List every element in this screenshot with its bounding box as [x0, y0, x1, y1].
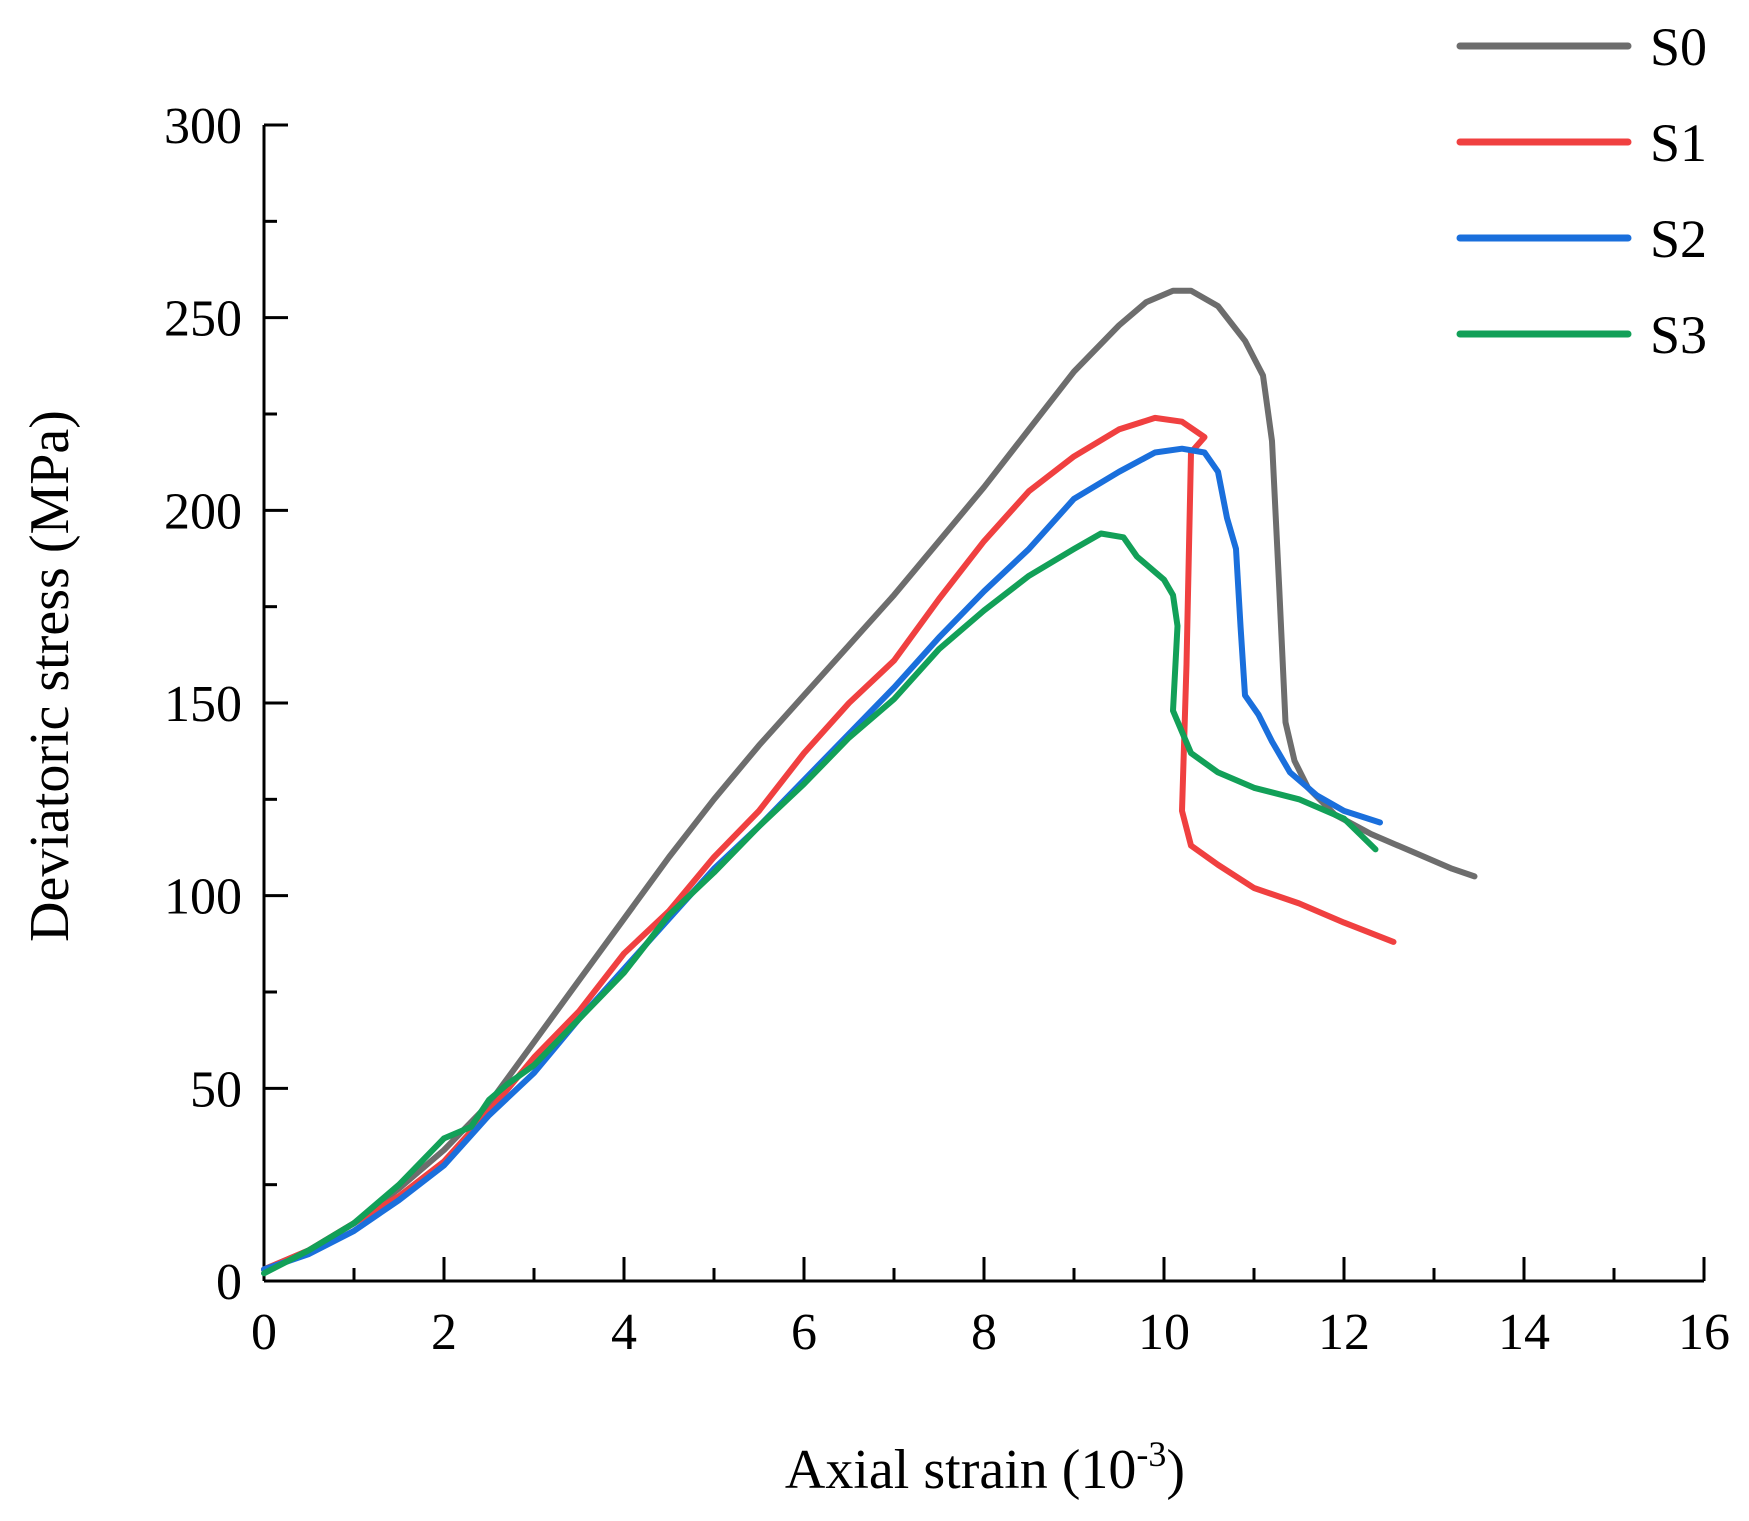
series-layer: [261, 287, 1478, 1277]
x-axis-title: Axial strain (10-3): [785, 1434, 1185, 1501]
x-tick-label: 6: [791, 1304, 817, 1361]
y-axis-ticks: 0 50 100 150 200 250 300: [164, 98, 288, 1311]
y-tick-label: 0: [216, 1254, 242, 1311]
y-tick-label: 300: [164, 98, 242, 155]
x-axis-title-main: Axial strain (10: [785, 1439, 1136, 1501]
y-tick-label: 100: [164, 869, 242, 926]
x-tick-label: 14: [1498, 1304, 1550, 1361]
series-line-s3: [261, 530, 1379, 1277]
x-tick-label: 2: [431, 1304, 457, 1361]
x-tick-label: 16: [1678, 1304, 1730, 1361]
x-axis-title-suffix: ): [1166, 1439, 1185, 1501]
legend: S0 S1 S2 S3: [1456, 17, 1707, 365]
x-axis-title-exponent: -3: [1136, 1434, 1166, 1474]
series-line-s0: [261, 287, 1478, 1273]
legend-label-s3: S3: [1650, 305, 1707, 365]
legend-label-s0: S0: [1650, 17, 1707, 77]
x-tick-label: 12: [1318, 1304, 1370, 1361]
y-tick-label: 250: [164, 291, 242, 348]
legend-label-s1: S1: [1650, 113, 1707, 173]
x-tick-label: 0: [251, 1304, 277, 1361]
x-axis-ticks: 0 2 4 6 8 10 12 14 16: [251, 1257, 1730, 1361]
y-tick-label: 200: [164, 483, 242, 540]
x-tick-label: 4: [611, 1304, 637, 1361]
legend-label-s2: S2: [1650, 209, 1707, 269]
x-tick-label: 8: [971, 1304, 997, 1361]
y-tick-label: 50: [190, 1061, 242, 1118]
y-axis-title: Deviatoric stress (MPa): [19, 410, 81, 942]
series-line-s2: [261, 445, 1383, 1273]
x-tick-label: 10: [1138, 1304, 1190, 1361]
y-tick-label: 150: [164, 676, 242, 733]
series-line-s1: [261, 414, 1397, 1273]
